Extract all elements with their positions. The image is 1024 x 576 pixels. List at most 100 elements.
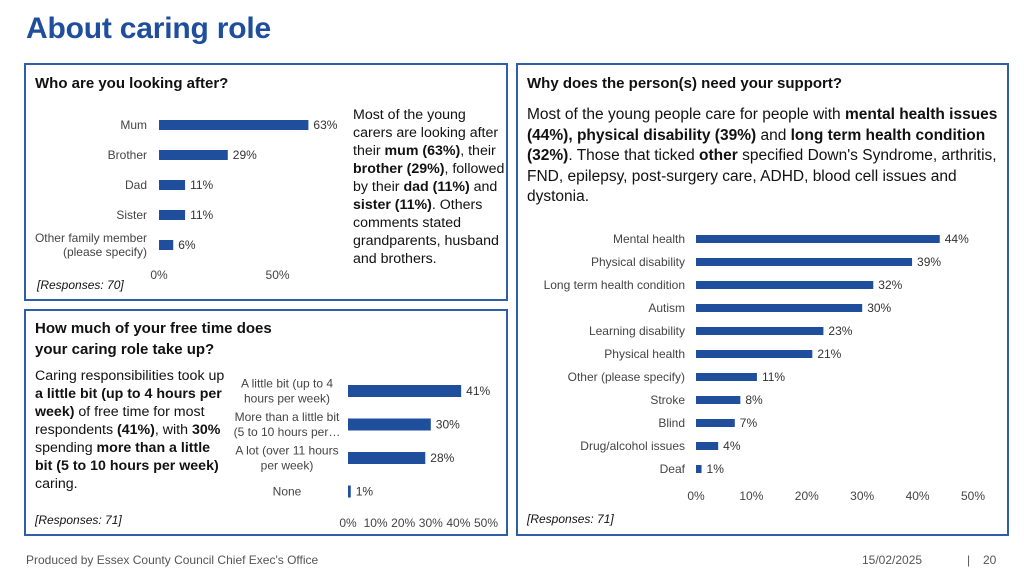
category-label: Long term health condition	[544, 278, 685, 292]
bar	[159, 150, 228, 160]
text-run: Caring responsibilities took up	[35, 368, 225, 384]
footer-separator: |	[967, 553, 971, 567]
bold-text-run: sister (11%)	[353, 197, 432, 213]
bar-value-label: 1%	[356, 485, 374, 499]
axis-tick-label: 20%	[795, 489, 819, 503]
bar-value-label: 11%	[762, 370, 785, 384]
bar-value-label: 39%	[917, 255, 941, 269]
bar	[696, 373, 757, 381]
bold-text-run: (41%)	[117, 422, 155, 438]
bold-text-run: mum (63%)	[384, 143, 461, 159]
panel-who-title: Who are you looking after?	[35, 75, 229, 92]
category-label: A lot (over 11 hours	[235, 444, 338, 458]
category-label: Sister	[116, 208, 147, 222]
bold-text-run: other	[699, 147, 738, 164]
bar	[348, 485, 351, 498]
text-run: Most of the young people care for people…	[527, 106, 845, 123]
panel-time-title-line1: How much of your free time does	[35, 320, 272, 337]
category-label: Learning disability	[589, 324, 685, 338]
axis-tick-label: 0%	[150, 268, 168, 282]
text-run: and	[469, 179, 498, 195]
axis-tick-label: 40%	[446, 516, 470, 529]
bar	[348, 418, 431, 431]
category-label: Mum	[120, 118, 147, 132]
category-label: (please specify)	[63, 245, 147, 259]
axis-tick-label: 50%	[961, 489, 985, 503]
bar-value-label: 7%	[740, 416, 758, 430]
category-label: Other family member	[35, 231, 147, 245]
bar-value-label: 4%	[723, 439, 741, 453]
category-label: Mental health	[613, 232, 685, 246]
category-label: Stroke	[650, 393, 685, 407]
text-run: Most of the young carers are looking aft…	[353, 107, 499, 159]
panel-why-title: Why does the person(s) need your support…	[527, 75, 843, 92]
bold-text-run: mental health issues (44%), physical dis…	[527, 106, 998, 144]
bold-text-run: more than a little bit (5 to 10 hours pe…	[35, 440, 219, 474]
category-label: Dad	[125, 178, 147, 192]
panel-time-text: Caring responsibilities took up a little…	[35, 367, 225, 493]
chart-why: 44% Mental health 39% Physical disability 32…	[544, 232, 986, 503]
category-label: Autism	[648, 301, 685, 315]
category-label: per week)	[261, 459, 314, 473]
panel-why-text: Most of the young people care for people…	[527, 105, 999, 208]
bold-text-run: 30%	[191, 422, 221, 438]
category-label: Physical health	[604, 347, 685, 361]
bar	[696, 350, 813, 358]
text-run: and	[756, 126, 791, 144]
bar	[159, 240, 174, 250]
category-label: hours per week)	[244, 392, 330, 406]
category-label: Blind	[658, 416, 685, 430]
footer-producer: Produced by Essex County Council Chief E…	[26, 553, 319, 567]
category-label: A little bit (up to 4	[241, 377, 333, 391]
axis-tick-label: 50%	[266, 268, 290, 282]
axis-tick-label: 20%	[391, 516, 415, 529]
bar-value-label: 28%	[430, 451, 454, 465]
page-title: About caring role	[26, 12, 271, 45]
text-run: . Others comments stated grandparents, h…	[353, 197, 499, 267]
category-label: Brother	[108, 148, 147, 162]
axis-tick-label: 10%	[739, 489, 763, 503]
text-run: , their	[460, 143, 496, 159]
axis-tick-label: 0%	[687, 489, 705, 503]
panel-why-responses: [Responses: 71]	[527, 512, 614, 526]
bar-value-label: 30%	[867, 301, 891, 315]
category-label: More than a little bit	[235, 410, 340, 424]
panel-who-text: Most of the young carers are looking aft…	[353, 106, 507, 268]
text-run: , followed by their	[353, 161, 505, 195]
bar	[696, 235, 940, 243]
bar	[696, 419, 735, 427]
footer-page-number: 20	[983, 553, 997, 567]
category-label: None	[273, 485, 302, 499]
axis-tick-label: 30%	[850, 489, 874, 503]
text-run: . Those that ticked	[568, 147, 700, 164]
chart-who: 63% Mum 29% Brother 11% Dad 11% Sister 6% Other f…	[35, 118, 338, 282]
bar-value-label: 63%	[313, 118, 337, 132]
axis-tick-label: 50%	[474, 516, 498, 529]
bar-value-label: 29%	[233, 148, 257, 162]
text-run: of free time for most respondents	[35, 404, 205, 438]
axis-tick-label: 0%	[339, 516, 357, 529]
bar	[696, 465, 702, 473]
bar	[159, 120, 309, 130]
bar-value-label: 6%	[178, 238, 196, 252]
bar-value-label: 41%	[466, 384, 490, 398]
panel-time-title-line2: your caring role take up?	[35, 341, 215, 358]
bar	[159, 210, 186, 220]
bar-value-label: 11%	[190, 178, 213, 192]
panel-why: Why does the person(s) need your support…	[516, 63, 1009, 536]
bar	[696, 442, 719, 450]
footer-date: 15/02/2025	[862, 553, 923, 567]
category-label: Other (please specify)	[568, 370, 685, 384]
text-run: specified Down's Syndrome, arthritis, FN…	[527, 147, 997, 205]
panel-time-responses: [Responses: 71]	[35, 513, 122, 527]
axis-tick-label: 10%	[364, 516, 388, 529]
panel-who-responses: [Responses: 70]	[37, 278, 124, 292]
bold-text-run: a little bit (up to 4 hours per week)	[35, 386, 222, 420]
bar-value-label: 11%	[190, 208, 213, 222]
bar	[696, 304, 863, 312]
axis-tick-label: 40%	[906, 489, 930, 503]
category-label: Deaf	[660, 462, 686, 476]
bar-value-label: 23%	[828, 324, 852, 338]
axis-tick-label: 30%	[419, 516, 443, 529]
